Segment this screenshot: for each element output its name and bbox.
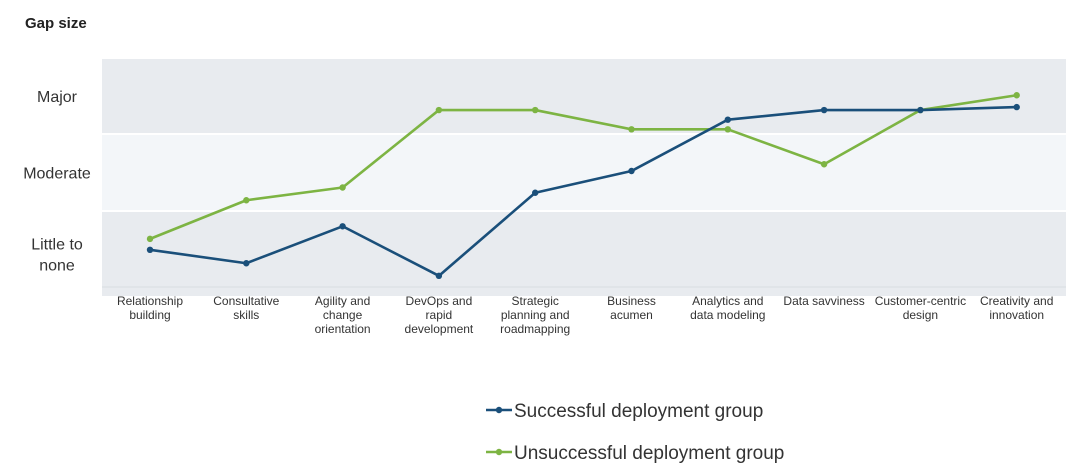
category-label: Strategic [512,294,559,308]
data-point [243,197,250,204]
band-0 [102,59,1066,133]
category-label: data modeling [690,308,765,322]
data-point [820,161,828,168]
band-label: none [39,258,75,275]
data-point [1013,103,1020,111]
series-line [149,105,1017,278]
category-label: roadmapping [500,322,570,336]
band-label: Moderate [23,166,91,183]
category-label: acumen [610,308,653,322]
category-label: development [405,322,474,336]
legend-marker [495,406,503,414]
data-point [724,116,731,123]
band-2 [102,212,1066,296]
data-point [339,184,346,191]
legend-label: Unsuccessful deployment group [514,443,784,464]
y-axis-title: Gap size [25,15,87,32]
data-point [724,126,731,133]
category-label: Business [607,294,656,308]
data-point [146,246,154,253]
category-label: planning and [501,308,570,322]
legend-label: Successful deployment group [514,401,763,422]
data-point [628,126,635,133]
category-label: Relationship [117,294,183,308]
category-label: Customer-centric [875,294,966,308]
band-label: Little to [31,237,83,254]
category-label: design [903,308,938,322]
data-point [146,235,154,243]
category-label: Data savviness [783,294,864,308]
data-point [628,167,635,175]
data-point [532,106,539,114]
legend: Successful deployment group Unsuccessful … [486,401,784,464]
data-point [339,223,346,230]
category-label: rapid [426,308,453,322]
category-label: change [323,308,363,322]
data-point [917,106,924,114]
category-label: DevOps and [406,294,473,308]
category-label: Analytics and [692,294,763,308]
data-point [435,106,443,114]
axis-strip [102,287,1066,296]
band-label: Major [37,89,78,106]
category-label: Agility and [315,294,370,308]
category-label: orientation [315,322,371,336]
category-label: Creativity and [980,294,1053,308]
data-point [1013,92,1020,99]
category-label: innovation [989,308,1044,322]
category-label: skills [233,308,259,322]
data-point [243,260,250,267]
gap-bands [102,59,1066,296]
category-label: building [129,308,170,322]
data-point [820,106,828,114]
data-point [435,272,443,280]
category-label: Consultative [213,294,279,308]
band-labels: Major Moderate Little to none [23,89,91,275]
data-point [532,189,539,196]
series-line [149,93,1017,241]
series-lines [146,92,1020,280]
legend-marker [495,448,503,456]
